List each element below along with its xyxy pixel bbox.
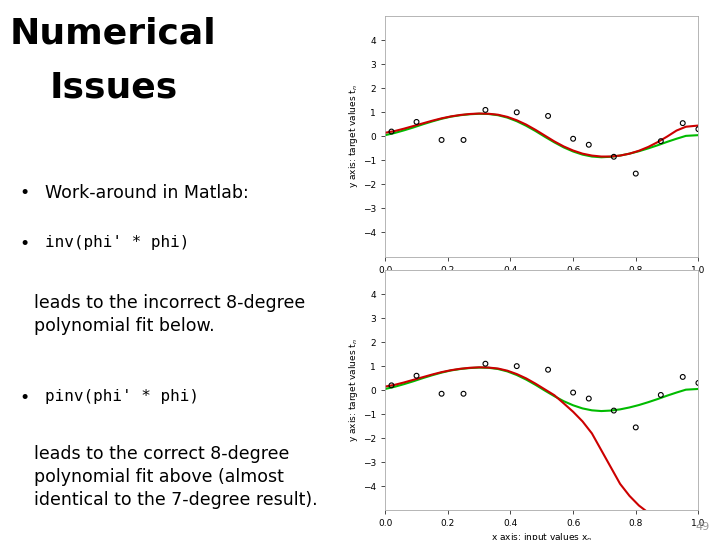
Point <box>511 108 523 117</box>
Point <box>567 388 579 397</box>
Point <box>693 379 704 387</box>
X-axis label: x axis: input values x$_n$: x axis: input values x$_n$ <box>491 531 593 540</box>
Point <box>677 119 688 127</box>
Point <box>655 390 667 399</box>
Text: Work-around in Matlab:: Work-around in Matlab: <box>45 184 249 201</box>
Point <box>436 136 447 144</box>
Text: •: • <box>19 389 29 407</box>
Point <box>567 134 579 143</box>
Point <box>630 423 642 431</box>
Y-axis label: y axis: target values t$_n$: y axis: target values t$_n$ <box>347 338 360 442</box>
Point <box>411 118 423 126</box>
Point <box>583 140 595 149</box>
Text: Issues: Issues <box>49 70 178 104</box>
Text: •: • <box>19 235 29 253</box>
Point <box>511 362 523 370</box>
Text: inv(phi' * phi): inv(phi' * phi) <box>45 235 190 250</box>
X-axis label: x axis: input values x$_n$: x axis: input values x$_n$ <box>491 278 593 291</box>
Point <box>655 137 667 145</box>
Point <box>630 169 642 178</box>
Point <box>386 381 397 390</box>
Text: pinv(phi' * phi): pinv(phi' * phi) <box>45 389 199 404</box>
Point <box>436 389 447 398</box>
Point <box>608 152 620 161</box>
Point <box>480 106 491 114</box>
Text: 49: 49 <box>695 522 709 532</box>
Point <box>480 360 491 368</box>
Point <box>677 373 688 381</box>
Point <box>608 406 620 415</box>
Y-axis label: y axis: target values t$_n$: y axis: target values t$_n$ <box>347 84 360 188</box>
Text: Numerical: Numerical <box>10 16 217 50</box>
Text: leads to the correct 8-degree
polynomial fit above (almost
identical to the 7-de: leads to the correct 8-degree polynomial… <box>34 446 318 509</box>
Point <box>458 136 469 144</box>
Point <box>458 389 469 398</box>
Point <box>542 366 554 374</box>
Text: •: • <box>19 184 29 201</box>
Text: leads to the incorrect 8-degree
polynomial fit below.: leads to the incorrect 8-degree polynomi… <box>34 294 305 335</box>
Point <box>542 112 554 120</box>
Point <box>693 125 704 133</box>
Point <box>411 372 423 380</box>
Point <box>583 394 595 403</box>
Point <box>386 127 397 136</box>
